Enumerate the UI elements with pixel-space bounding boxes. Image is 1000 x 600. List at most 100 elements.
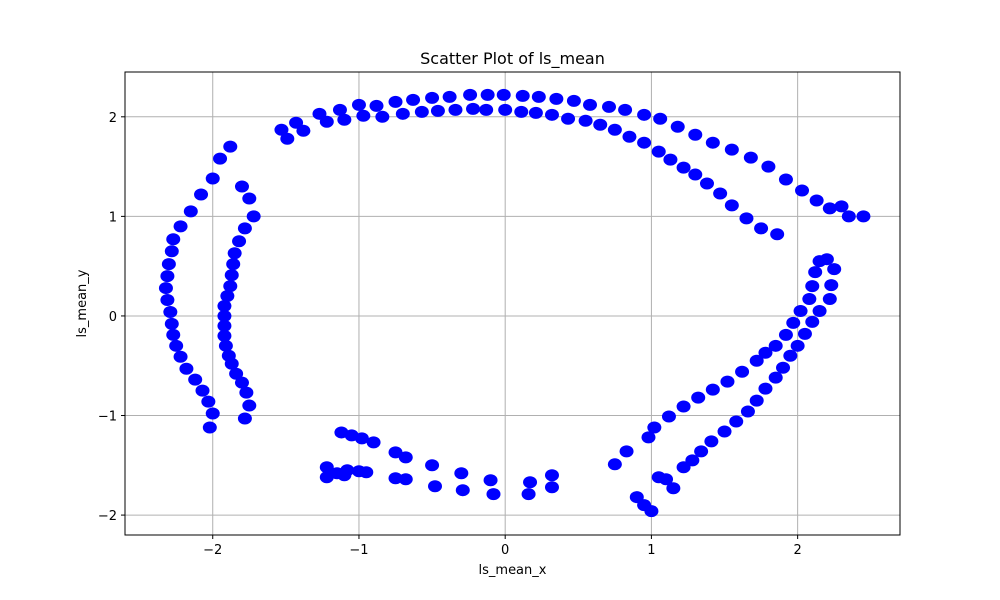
- scatter-point: [578, 114, 593, 127]
- scatter-point: [218, 339, 233, 352]
- scatter-point: [729, 415, 744, 428]
- scatter-point: [369, 99, 384, 112]
- scatter-point: [242, 192, 257, 205]
- scatter-point: [479, 103, 494, 116]
- scatter-point: [593, 118, 608, 131]
- scatter-point: [163, 305, 178, 318]
- scatter-point: [521, 488, 536, 501]
- scatter-point: [602, 100, 617, 113]
- scatter-point: [173, 350, 188, 363]
- scatter-point: [778, 328, 793, 341]
- scatter-point: [217, 329, 232, 342]
- scatter-point: [425, 459, 440, 472]
- scatter-point: [647, 421, 662, 434]
- scatter-point: [688, 128, 703, 141]
- scatter-point: [607, 458, 622, 471]
- scatter-point: [676, 161, 691, 174]
- scatter-point: [720, 375, 735, 388]
- scatter-point: [622, 130, 637, 143]
- scatter-point: [583, 98, 597, 111]
- scatter-point: [183, 205, 198, 218]
- scatter-point: [694, 445, 709, 458]
- scatter-point: [637, 136, 652, 149]
- scatter-point: [768, 371, 783, 384]
- scatter-point: [217, 299, 232, 312]
- scatter-point: [356, 109, 371, 122]
- y-tick-label: 0: [109, 310, 117, 325]
- scatter-point: [561, 112, 576, 125]
- scatter-point: [166, 233, 181, 246]
- scatter-point: [205, 172, 220, 185]
- scatter-point: [661, 410, 676, 423]
- scatter-point: [395, 107, 410, 120]
- scatter-point: [805, 280, 820, 293]
- scatter-point: [164, 317, 179, 330]
- scatter-point: [761, 160, 776, 173]
- scatter-point: [619, 445, 634, 458]
- scatter-point: [740, 405, 755, 418]
- scatter-point: [398, 473, 413, 486]
- scatter-point: [486, 488, 501, 501]
- scatter-point: [164, 245, 179, 258]
- scatter-point: [388, 446, 403, 459]
- scatter-point: [754, 222, 769, 235]
- scatter-point: [834, 200, 849, 213]
- scatter-point: [705, 136, 720, 149]
- y-tick-label: −1: [98, 410, 117, 425]
- scatter-point: [179, 362, 194, 375]
- scatter-point: [805, 315, 820, 328]
- scatter-point: [337, 113, 352, 126]
- scatter-point: [223, 280, 238, 293]
- y-tick-label: 2: [109, 111, 117, 126]
- scatter-point: [223, 140, 238, 153]
- ticks: −2 −1 0 1 2 −2 −1 0 1 2: [98, 111, 802, 558]
- points: [158, 88, 871, 518]
- scatter-point: [770, 228, 785, 241]
- scatter-point: [201, 395, 216, 408]
- scatter-point: [704, 435, 719, 448]
- scatter-point: [670, 120, 685, 133]
- scatter-point: [375, 110, 390, 123]
- scatter-point: [169, 339, 184, 352]
- scatter-point: [549, 92, 564, 105]
- scatter-point: [758, 346, 773, 359]
- scatter-point: [229, 367, 244, 380]
- scatter-point: [406, 93, 421, 106]
- x-tick-label: −1: [349, 543, 368, 558]
- scatter-point: [856, 210, 871, 223]
- scatter-point: [496, 88, 511, 101]
- scatter-point: [691, 391, 706, 404]
- scatter-point: [388, 95, 403, 108]
- scatter-point: [827, 263, 842, 276]
- scatter-point: [463, 88, 478, 101]
- scatter-point: [523, 476, 538, 489]
- scatter-point: [822, 202, 837, 215]
- scatter-point: [274, 123, 289, 136]
- scatter-point: [498, 103, 513, 116]
- scatter-point: [237, 222, 252, 235]
- scatter-point: [802, 293, 817, 306]
- scatter-point: [430, 104, 445, 117]
- scatter-point: [351, 98, 366, 111]
- scatter-point: [676, 400, 691, 413]
- scatter-point: [644, 505, 659, 518]
- scatter-point: [234, 376, 249, 389]
- scatter-point: [776, 361, 791, 374]
- scatter-point: [812, 255, 827, 268]
- scatter-point: [448, 103, 463, 116]
- scatter-point: [758, 382, 773, 395]
- scatter-point: [786, 316, 801, 329]
- scatter-point: [160, 294, 175, 307]
- scatter-point: [663, 153, 678, 166]
- scatter-point: [795, 184, 810, 197]
- scatter-point: [425, 91, 440, 104]
- x-tick-label: −2: [203, 543, 222, 558]
- plot-frame: [124, 71, 901, 536]
- scatter-point: [161, 258, 176, 271]
- scatter-point: [531, 90, 546, 103]
- scatter-point: [739, 212, 754, 225]
- scatter-point: [237, 412, 252, 425]
- scatter-point: [841, 210, 856, 223]
